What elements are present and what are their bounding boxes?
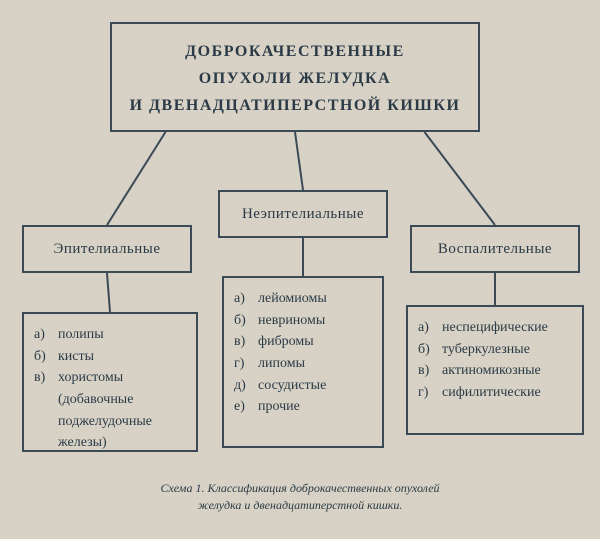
list-item: б) туберкулезные <box>418 339 574 361</box>
caption: Схема 1. Классификация доброкачественных… <box>0 480 600 514</box>
category-label: Неэпителиальные <box>242 206 364 223</box>
category-label: Воспалительные <box>438 241 552 258</box>
caption-line: Схема 1. Классификация доброкачественных… <box>0 480 600 497</box>
list-item-marker: б) <box>34 346 52 368</box>
root-title-line: И ДВЕНАДЦАТИПЕРСТНОЙ КИШКИ <box>120 92 470 119</box>
category-box-epithelial: Эпителиальные <box>22 225 192 273</box>
connector-line <box>295 132 303 190</box>
list-item-marker: е) <box>234 396 252 418</box>
list-item-text: прочие <box>258 396 300 418</box>
list-item-marker: а) <box>234 288 252 310</box>
list-item-marker: г) <box>234 353 252 375</box>
root-title-line: ДОБРОКАЧЕСТВЕННЫЕ <box>120 38 470 65</box>
list-box-inflammatory: а) неспецифические б) туберкулезные в) актино… <box>406 305 584 435</box>
list-box-epithelial: а)полипыб)кистыв)хористомы (добавочные п… <box>22 312 198 452</box>
root-title-line: ОПУХОЛИ ЖЕЛУДКА <box>120 65 470 92</box>
list-item-marker: б) <box>234 310 252 332</box>
list-item: г) липомы <box>234 353 374 375</box>
list-item-marker: в) <box>234 331 252 353</box>
category-box-inflammatory: Воспалительные <box>410 225 580 273</box>
list-item: в)хористомы (добавочные поджелудочные же… <box>34 367 188 454</box>
list-item-text: туберкулезные <box>442 339 530 361</box>
list-item-text: фибромы <box>258 331 314 353</box>
list-item: г) сифилитические <box>418 382 574 404</box>
list-item-text: неспецифические <box>442 317 548 339</box>
list-item: а) лейомиомы <box>234 288 374 310</box>
list-item-marker: в) <box>418 360 436 382</box>
connector-line <box>107 132 166 225</box>
connector-line <box>107 273 110 312</box>
connector-line <box>425 132 496 225</box>
list-item: а) полипы <box>34 324 188 346</box>
list-item-text: липомы <box>258 353 305 375</box>
list-box-nonepithelial: а) лейомиомы б) невриномы в) фибромы г) липомыд… <box>222 276 384 448</box>
list-item-marker: г) <box>418 382 436 404</box>
list-item-text: невриномы <box>258 310 325 332</box>
list-item-text: актиномикозные <box>442 360 541 382</box>
list-item-text: хористомы (добавочные поджелудочные желе… <box>58 367 188 454</box>
list-item: е) прочие <box>234 396 374 418</box>
caption-line: желудка и двенадцатиперстной кишки. <box>0 497 600 514</box>
list-item-text: полипы <box>58 324 104 346</box>
root-title-box: ДОБРОКАЧЕСТВЕННЫЕОПУХОЛИ ЖЕЛУДКАИ ДВЕНАД… <box>110 22 480 132</box>
diagram-stage: ДОБРОКАЧЕСТВЕННЫЕОПУХОЛИ ЖЕЛУДКАИ ДВЕНАД… <box>0 0 600 539</box>
list-item-marker: д) <box>234 375 252 397</box>
list-item: д) сосудистые <box>234 375 374 397</box>
list-item-marker: б) <box>418 339 436 361</box>
list-item: в) актиномикозные <box>418 360 574 382</box>
list-item: а) неспецифические <box>418 317 574 339</box>
list-item: б) невриномы <box>234 310 374 332</box>
list-item: б) кисты <box>34 346 188 368</box>
category-box-nonepithelial: Неэпителиальные <box>218 190 388 238</box>
list-item-marker: а) <box>34 324 52 346</box>
list-item-text: сосудистые <box>258 375 326 397</box>
list-item-text: сифилитические <box>442 382 541 404</box>
list-item-text: лейомиомы <box>258 288 327 310</box>
list-item: в) фибромы <box>234 331 374 353</box>
list-item-marker: а) <box>418 317 436 339</box>
list-item-marker: в) <box>34 367 52 454</box>
list-item-text: кисты <box>58 346 94 368</box>
category-label: Эпителиальные <box>53 241 160 258</box>
